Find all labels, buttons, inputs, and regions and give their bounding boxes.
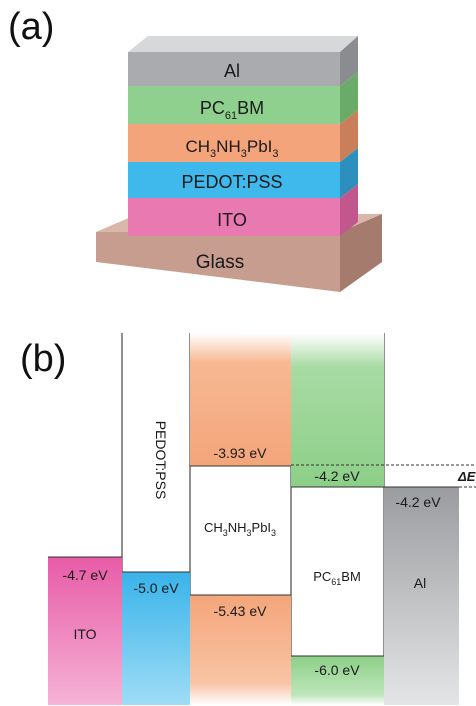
perovskite-lumo-label: -3.93 eV	[214, 445, 268, 461]
al-level-label: -4.2 eV	[395, 494, 441, 510]
layer-label-al: Al	[224, 61, 240, 81]
band-ito: -4.7 eV ITO	[48, 556, 122, 705]
layer-al: Al	[128, 36, 358, 86]
pedot-level-label: -5.0 eV	[133, 580, 179, 596]
layer-label-glass: Glass	[196, 252, 245, 273]
band-pcbm: -4.2 eV PC61BM -6.0 eV	[291, 333, 384, 705]
layer-perovskite: CH3NH3PbI3	[128, 110, 358, 162]
al-name-label: Al	[414, 575, 426, 591]
pcbm-homo-label: -6.0 eV	[314, 662, 360, 678]
panel-b-label: (b)	[20, 338, 67, 380]
layer-label-pedot: PEDOT:PSS	[181, 172, 282, 192]
device-stack: Glass ITO PEDOT:PSS CH3NH3PbI3 PC61BM	[96, 36, 382, 292]
pcbm-lumo-label: -4.2 eV	[314, 468, 360, 484]
delta-e-indicator: ΔE	[291, 464, 476, 488]
panel-a-label: (a)	[8, 6, 55, 48]
delta-e-label: ΔE	[457, 469, 476, 484]
pcbm-name-label: PC61BM	[313, 569, 361, 587]
energy-diagram: -4.7 eV ITO -5.0 eV PEDOT:PSS -3.93 eV C…	[48, 333, 476, 705]
layer-label-perovskite: CH3NH3PbI3	[185, 137, 278, 160]
band-al: -4.2 eV Al	[384, 486, 459, 705]
pedot-name-label: PEDOT:PSS	[153, 421, 169, 500]
band-pedot: -5.0 eV PEDOT:PSS	[122, 421, 190, 705]
perovskite-name-label: CH3NH3PbI3	[204, 520, 276, 538]
ito-level-label: -4.7 eV	[62, 567, 108, 583]
layer-pcbm: PC61BM	[128, 72, 358, 124]
layer-label-ito: ITO	[217, 210, 247, 230]
layer-pedot: PEDOT:PSS	[128, 148, 358, 198]
perovskite-homo-label: -5.43 eV	[214, 603, 268, 619]
ito-name-label: ITO	[73, 626, 96, 642]
layer-label-pcbm: PC61BM	[200, 98, 264, 122]
layer-ito: ITO	[128, 184, 358, 236]
band-perovskite: -3.93 eV CH3NH3PbI3 -5.43 eV	[190, 333, 291, 705]
